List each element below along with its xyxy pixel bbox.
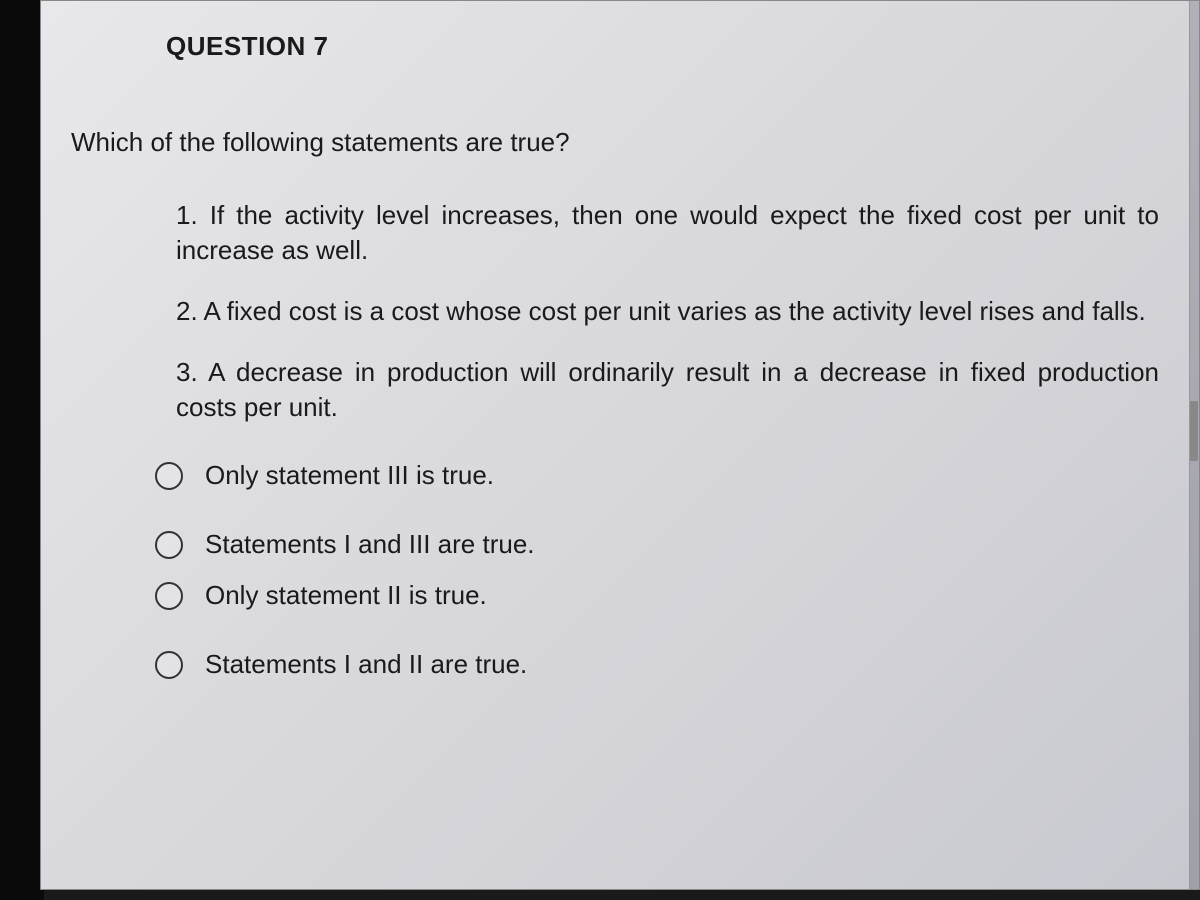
option-a-radio[interactable] [155,462,183,490]
option-b-label[interactable]: Statements I and III are true. [205,529,535,560]
statements-list: 1. If the activity level increases, then… [176,198,1169,425]
question-block: QUESTION 7 Which of the following statem… [71,31,1169,680]
option-a-label[interactable]: Only statement III is true. [205,460,494,491]
option-c-radio[interactable] [155,582,183,610]
statement-3: 3. A decrease in production will ordinar… [176,355,1169,425]
statement-2: 2. A fixed cost is a cost whose cost per… [176,294,1169,329]
option-a-row[interactable]: Only statement III is true. [155,460,1169,491]
quiz-panel: QUESTION 7 Which of the following statem… [40,0,1200,890]
option-d-label[interactable]: Statements I and II are true. [205,649,527,680]
option-d-row[interactable]: Statements I and II are true. [155,649,1169,680]
statement-2-text: A fixed cost is a cost whose cost per un… [203,296,1145,326]
question-number-header: QUESTION 7 [166,31,1169,62]
option-c-label[interactable]: Only statement II is true. [205,580,487,611]
answer-options: Only statement III is true. Statements I… [155,460,1169,680]
option-b-row[interactable]: Statements I and III are true. [155,529,1169,560]
statement-2-number: 2. [176,296,198,326]
screen-dark-edge [0,0,44,900]
statement-1-text: If the activity level increases, then on… [176,200,1159,265]
statement-1-number: 1. [176,200,198,230]
option-b-radio[interactable] [155,531,183,559]
option-d-radio[interactable] [155,651,183,679]
scrollbar-thumb[interactable] [1190,401,1198,461]
question-prompt: Which of the following statements are tr… [71,127,1169,158]
option-c-row[interactable]: Only statement II is true. [155,580,1169,611]
statement-1: 1. If the activity level increases, then… [176,198,1169,268]
statement-3-text: A decrease in production will ordinarily… [176,357,1159,422]
statement-3-number: 3. [176,357,198,387]
